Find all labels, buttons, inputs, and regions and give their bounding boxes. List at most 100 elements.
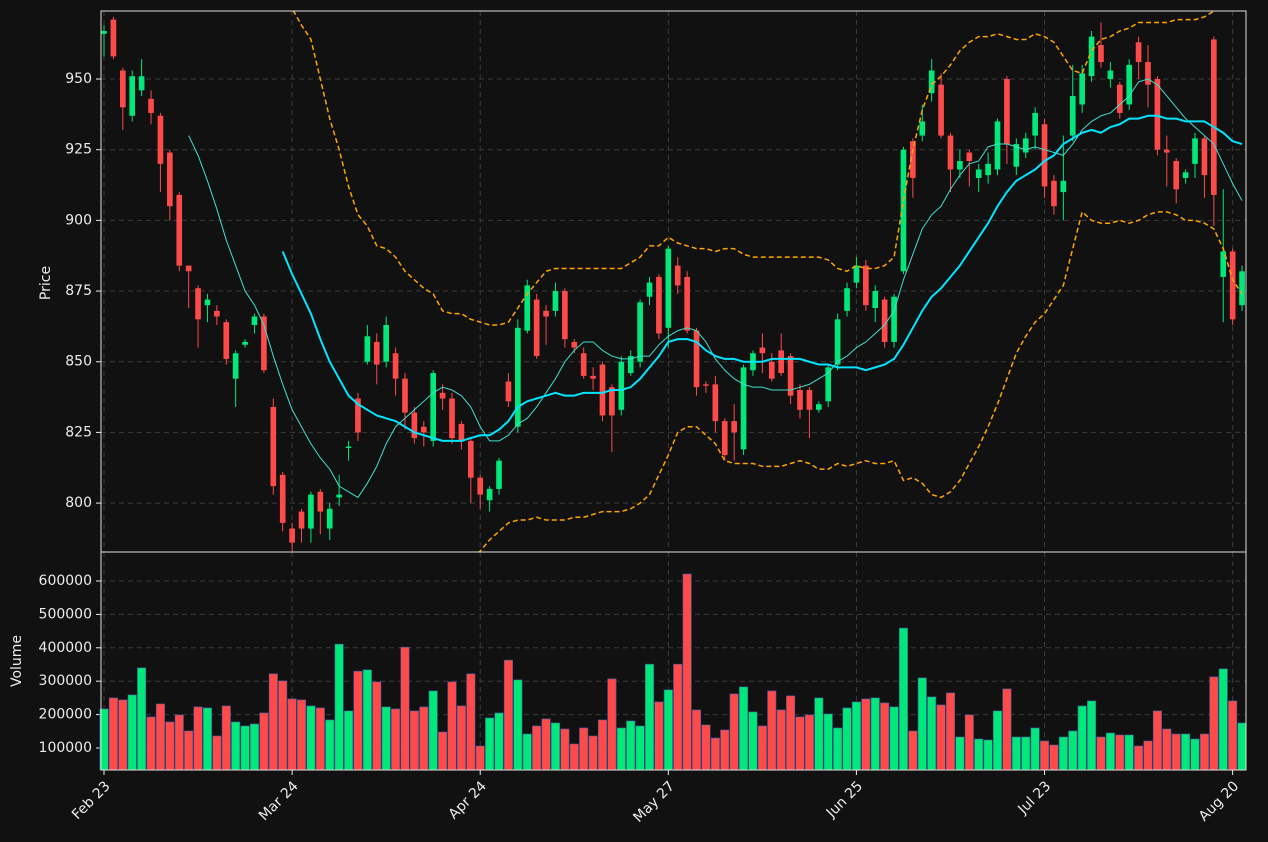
volume-bar xyxy=(259,712,269,771)
y-axis-label: Price xyxy=(38,266,54,300)
candle-body xyxy=(110,19,117,57)
candle-body xyxy=(270,406,277,487)
candle-body xyxy=(834,319,841,365)
candle-body xyxy=(863,265,869,306)
volume-bar xyxy=(701,724,711,771)
volume-bar xyxy=(917,677,927,771)
candle-body xyxy=(430,373,437,441)
volume-bar xyxy=(193,706,203,771)
volume-bar xyxy=(804,714,814,771)
candle-body xyxy=(1229,251,1236,320)
volume-bar xyxy=(1011,736,1021,771)
overlay-line xyxy=(188,78,1243,498)
candle-body xyxy=(590,375,596,379)
candle-body xyxy=(1013,144,1020,167)
volume-bar xyxy=(597,719,608,771)
volume-bar xyxy=(118,699,128,771)
candle-body xyxy=(533,299,540,357)
candle-body xyxy=(317,491,324,512)
candle-body xyxy=(1069,95,1076,136)
volume-bar xyxy=(438,731,448,771)
candle-body xyxy=(580,353,587,376)
candle-body xyxy=(148,98,154,113)
candle-body xyxy=(439,392,446,399)
candle-body xyxy=(1211,39,1217,195)
volume-bar xyxy=(635,725,645,771)
volume-bar xyxy=(786,695,796,771)
candle-body xyxy=(637,302,643,362)
volume-bar xyxy=(569,743,579,771)
y-tick-label: 875 xyxy=(65,283,92,299)
candle-body xyxy=(355,398,361,433)
candle-body xyxy=(261,316,267,371)
volume-bar xyxy=(541,718,551,771)
candle-body xyxy=(1088,36,1095,77)
volume-bar xyxy=(306,705,316,771)
candle-body xyxy=(872,291,879,309)
volume-bar xyxy=(870,697,880,771)
candle-body xyxy=(910,141,916,178)
volume-bar xyxy=(955,736,965,771)
candle-body xyxy=(467,440,474,478)
candle-body xyxy=(279,474,286,523)
volume-bar xyxy=(372,681,382,771)
candle-body xyxy=(373,341,380,365)
overlay-line xyxy=(477,211,1243,552)
candle-body xyxy=(420,426,427,433)
candle-body xyxy=(599,364,606,416)
volume-bar xyxy=(381,706,391,771)
volume-bar xyxy=(692,709,702,771)
candle-body xyxy=(477,477,484,495)
volume-bar xyxy=(1237,722,1247,771)
candle-body xyxy=(881,299,888,342)
y-tick-label: 950 xyxy=(65,71,92,87)
candle-body xyxy=(392,353,399,379)
candle-body xyxy=(402,378,408,413)
volume-bar xyxy=(588,735,598,771)
volume-bar xyxy=(108,697,118,771)
volume-bar xyxy=(1228,700,1238,771)
candle-body xyxy=(411,412,418,439)
volume-bar xyxy=(607,678,617,771)
candle-body xyxy=(646,282,653,297)
volume-bar xyxy=(795,716,805,771)
candle-body xyxy=(928,70,935,94)
volume-bar xyxy=(964,714,974,771)
volume-bar xyxy=(1152,710,1162,771)
candle-body xyxy=(966,152,973,162)
candle-body xyxy=(496,460,502,489)
volume-bar xyxy=(249,723,260,771)
candle-body xyxy=(1163,149,1170,153)
candle-body xyxy=(204,299,211,306)
candle-body xyxy=(214,310,220,317)
candle-body xyxy=(242,341,248,345)
volume-bar xyxy=(983,739,993,771)
volume-bar xyxy=(1162,728,1172,771)
candle-body xyxy=(693,330,700,388)
volume-bar xyxy=(1181,733,1191,771)
candle-body xyxy=(1220,251,1227,277)
volume-bar xyxy=(851,701,861,771)
volume-axis-label: Volume xyxy=(9,635,25,687)
y-tick-label: 850 xyxy=(65,354,92,370)
candle-body xyxy=(232,353,239,379)
candle-body xyxy=(176,194,183,266)
volume-bar xyxy=(720,729,730,771)
candle-body xyxy=(167,152,173,207)
candle-body xyxy=(947,135,954,170)
candle-body xyxy=(684,276,690,331)
volume-bar xyxy=(945,692,956,771)
overlay-line xyxy=(281,114,1243,442)
volume-tick-label: 200000 xyxy=(39,707,92,723)
candle-body xyxy=(806,390,813,410)
volume-bar xyxy=(992,710,1003,771)
candle-body xyxy=(797,390,803,410)
volume-bar xyxy=(362,669,372,771)
candle-body xyxy=(524,285,531,331)
volume-tick-label: 600000 xyxy=(39,573,92,589)
volume-bar xyxy=(146,716,156,771)
volume-bar xyxy=(1134,745,1144,771)
